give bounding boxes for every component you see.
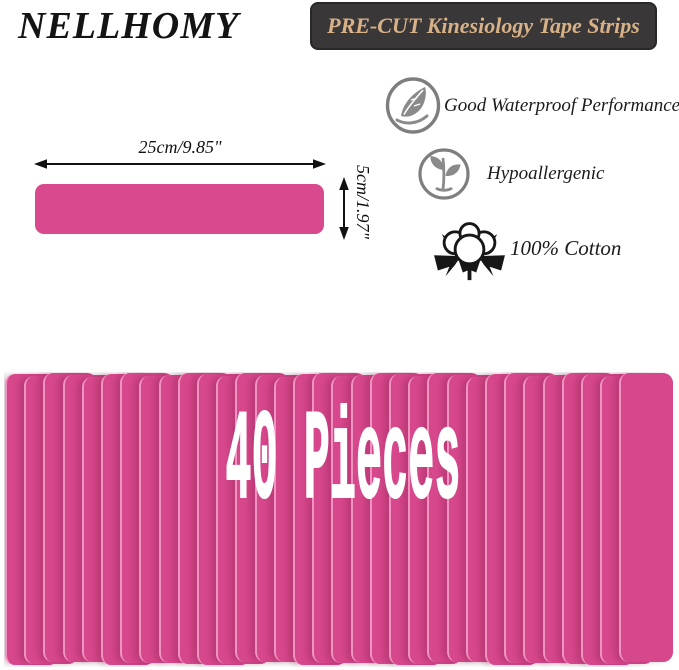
height-arrow [339, 177, 349, 240]
piece-count-label: 40 Pieces [225, 391, 461, 536]
product-title: PRE-CUT Kinesiology Tape Strips [327, 13, 640, 38]
tape-stack: 40 Pieces [4, 372, 675, 667]
height-dimension-label: 5cm/1.97" [353, 165, 373, 240]
tape-strip [619, 373, 674, 662]
tape-strip-sample [35, 184, 324, 234]
waterproof-leaf-icon [385, 77, 441, 134]
feature-label-hypoallergenic: Hypoallergenic [487, 163, 605, 184]
sprout-icon [418, 148, 470, 200]
brand-logo: NELLHOMY [18, 5, 240, 47]
product-title-banner: PRE-CUT Kinesiology Tape Strips [310, 2, 657, 50]
width-dimension-label: 25cm/9.85" [138, 137, 222, 157]
feature-label-cotton: 100% Cotton [510, 236, 622, 260]
cotton-flower-icon [434, 222, 505, 281]
feature-label-waterproof: Good Waterproof Performance [444, 95, 679, 116]
width-arrow [34, 159, 326, 169]
